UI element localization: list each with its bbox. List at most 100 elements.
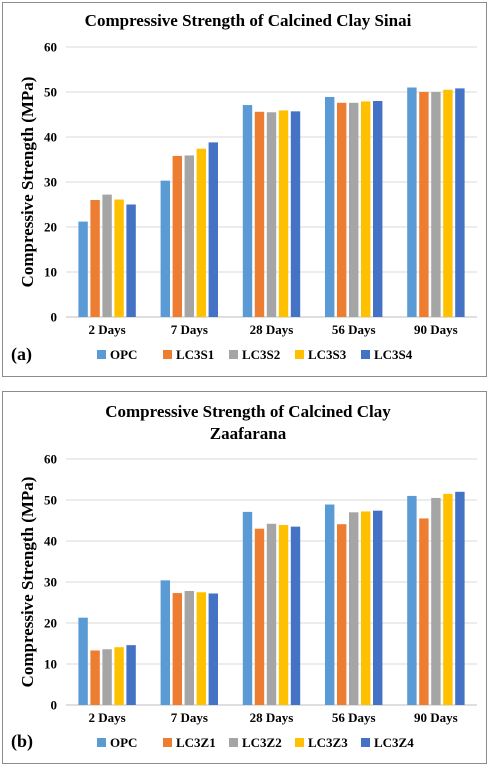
legend-swatch-opc	[97, 738, 106, 747]
x-tick-label: 7 Days	[171, 322, 208, 337]
legend-swatch-lc3z2	[229, 738, 238, 747]
x-tick-label: 7 Days	[171, 710, 208, 725]
y-axis-label: Compressive Strength (MPa)	[18, 77, 37, 288]
y-tick-label: 50	[44, 493, 57, 508]
chart-svg-a: Compressive Strength of Calcined Clay Si…	[11, 11, 477, 365]
bar-lc3z2-56-days	[349, 512, 359, 705]
y-tick-label: 30	[44, 575, 57, 590]
bar-lc3z4-56-days	[373, 510, 383, 705]
y-axis-label: Compressive Strength (MPa)	[18, 477, 37, 688]
legend-swatch-lc3s3	[295, 350, 304, 359]
bar-lc3z4-7-days	[208, 593, 218, 705]
bar-lc3s1-7-days	[172, 155, 182, 317]
bar-lc3z3-90-days	[443, 493, 453, 705]
bar-lc3s2-7-days	[184, 155, 194, 317]
bar-opc-7-days	[160, 180, 170, 317]
legend-swatch-lc3z4	[361, 738, 370, 747]
x-tick-label: 56 Days	[332, 710, 376, 725]
chart-title-a: Compressive Strength of Calcined Clay Si…	[85, 11, 412, 30]
bar-opc-28-days	[242, 511, 253, 705]
x-tick-label: 90 Days	[414, 710, 458, 725]
chart-panel-a: Compressive Strength of Calcined Clay Si…	[2, 2, 487, 377]
bar-lc3s2-56-days	[349, 102, 359, 317]
bar-lc3s2-90-days	[431, 92, 441, 317]
x-tick-label: 28 Days	[250, 710, 294, 725]
bar-lc3s1-28-days	[254, 111, 265, 317]
bar-lc3s4-7-days	[208, 142, 218, 317]
legend-swatch-lc3s1	[163, 350, 172, 359]
bar-opc-2-days	[78, 221, 88, 317]
bar-lc3s4-28-days	[290, 111, 301, 317]
legend-label-lc3z4: LC3Z4	[374, 735, 414, 750]
bar-lc3z1-28-days	[254, 528, 265, 705]
legend-label-lc3s2: LC3S2	[242, 347, 280, 362]
legend-swatch-lc3z3	[295, 738, 304, 747]
legend-swatch-lc3s4	[361, 350, 370, 359]
bar-lc3s1-56-days	[337, 102, 347, 317]
y-tick-label: 60	[44, 452, 57, 467]
y-tick-label: 40	[44, 130, 57, 145]
x-tick-label: 2 Days	[88, 710, 125, 725]
bar-lc3s3-90-days	[443, 89, 453, 317]
bar-lc3s3-7-days	[196, 148, 206, 317]
bar-lc3s2-2-days	[102, 194, 112, 317]
bar-lc3z3-28-days	[278, 525, 289, 705]
bar-lc3s3-2-days	[114, 199, 124, 317]
bar-lc3z3-7-days	[196, 592, 206, 705]
legend-swatch-lc3s2	[229, 350, 238, 359]
y-tick-label: 0	[51, 698, 58, 713]
bar-lc3z4-28-days	[290, 526, 301, 705]
bar-lc3s3-56-days	[361, 101, 371, 317]
panel-label-b: (b)	[11, 731, 33, 752]
bar-lc3z2-28-days	[266, 523, 277, 705]
chart-title-b: Compressive Strength of Calcined Clay	[105, 402, 391, 421]
y-tick-label: 20	[44, 220, 57, 235]
x-tick-label: 2 Days	[88, 322, 125, 337]
bar-lc3z1-2-days	[90, 650, 100, 705]
bar-opc-28-days	[242, 105, 253, 317]
chart-panel-b: Compressive Strength of Calcined Clay Zaa…	[2, 391, 487, 764]
x-tick-label: 56 Days	[332, 322, 376, 337]
bar-opc-56-days	[325, 96, 335, 317]
bar-lc3z2-90-days	[431, 497, 441, 705]
bar-lc3z3-56-days	[361, 511, 371, 705]
bar-lc3s3-28-days	[278, 110, 289, 317]
legend-label-lc3z1: LC3Z1	[176, 735, 216, 750]
bar-lc3s4-56-days	[373, 101, 383, 317]
panel-label-a: (a)	[11, 344, 32, 365]
bar-lc3z4-2-days	[126, 645, 136, 705]
legend-label-lc3s1: LC3S1	[176, 347, 214, 362]
y-tick-label: 10	[44, 265, 57, 280]
y-tick-label: 40	[44, 534, 57, 549]
bar-lc3z1-90-days	[419, 518, 429, 705]
legend-swatch-opc	[97, 350, 106, 359]
bar-lc3z3-2-days	[114, 647, 124, 705]
y-tick-label: 50	[44, 85, 57, 100]
legend-label-opc: OPC	[110, 735, 137, 750]
bar-lc3z1-56-days	[337, 524, 347, 705]
bar-lc3z1-7-days	[172, 593, 182, 705]
legend-label-opc: OPC	[110, 347, 137, 362]
legend-swatch-lc3z1	[163, 738, 172, 747]
y-tick-label: 20	[44, 616, 57, 631]
y-tick-label: 0	[51, 310, 58, 325]
y-tick-label: 60	[44, 40, 57, 55]
x-tick-label: 28 Days	[250, 322, 294, 337]
legend-label-lc3z3: LC3Z3	[308, 735, 348, 750]
bar-opc-2-days	[78, 617, 88, 705]
y-tick-label: 10	[44, 657, 57, 672]
bar-lc3s4-2-days	[126, 204, 136, 317]
bar-lc3s2-28-days	[266, 112, 277, 317]
legend-label-lc3s3: LC3S3	[308, 347, 347, 362]
legend-label-lc3z2: LC3Z2	[242, 735, 282, 750]
bar-lc3z4-90-days	[455, 491, 465, 705]
bar-lc3z2-2-days	[102, 649, 112, 705]
x-tick-label: 90 Days	[414, 322, 458, 337]
bar-opc-7-days	[160, 580, 170, 705]
bar-opc-90-days	[407, 87, 417, 317]
chart-title-b: Zaafarana	[210, 424, 287, 443]
bar-lc3s1-2-days	[90, 200, 100, 317]
chart-svg-b: Compressive Strength of Calcined Clay Zaa…	[11, 402, 477, 752]
bar-lc3s4-90-days	[455, 88, 465, 318]
bar-lc3s1-90-days	[419, 92, 429, 317]
